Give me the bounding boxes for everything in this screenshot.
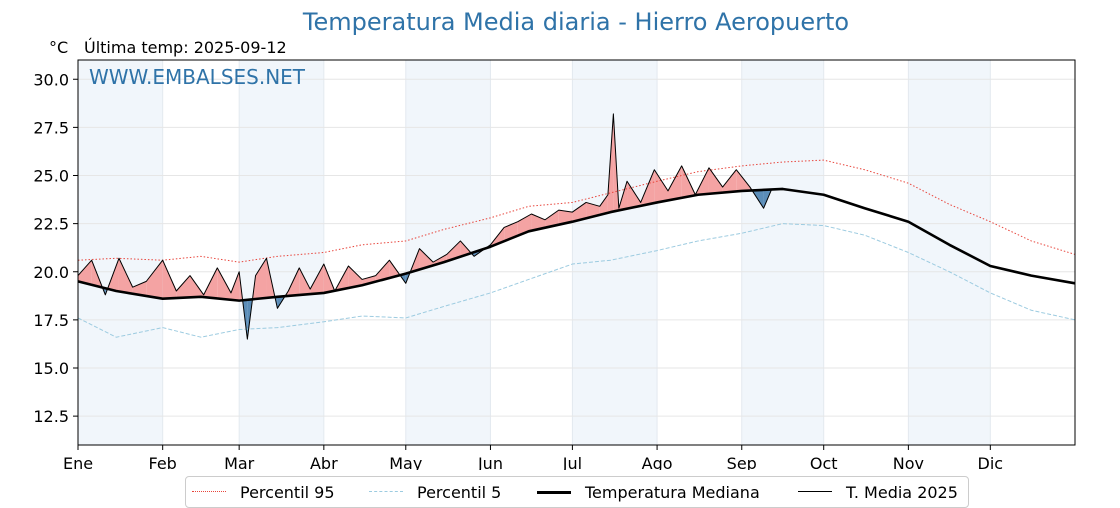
deviation-area	[668, 166, 682, 201]
x-tick-label: Ene	[63, 454, 93, 470]
legend-label-median: Temperatura Mediana	[585, 483, 760, 502]
x-tick-label: Ago	[642, 454, 673, 470]
legend-label-media2025: T. Media 2025	[846, 483, 958, 502]
month-band	[908, 60, 990, 445]
deviation-area	[709, 168, 723, 194]
x-tick-label: Nov	[893, 454, 924, 470]
y-tick-label: 17.5	[33, 311, 69, 330]
watermark-text: WWW.EMBALSES.NET	[89, 65, 306, 89]
x-tick-label: Mar	[224, 454, 255, 470]
x-tick-label: Abr	[310, 454, 338, 470]
month-band	[78, 60, 163, 445]
legend-swatch-median	[537, 491, 571, 494]
x-tick-label: Jul	[562, 454, 582, 470]
month-band	[239, 60, 324, 445]
x-tick-label: May	[389, 454, 422, 470]
legend: Percentil 95 Percentil 5 Temperatura Med…	[185, 476, 969, 508]
legend-swatch-p5	[369, 491, 403, 492]
y-axis: 12.5 15.0 17.5 20.0 22.5 25.0 27.5 30.0	[33, 70, 78, 426]
y-tick-label: 15.0	[33, 359, 69, 378]
y-tick-label: 27.5	[33, 118, 69, 137]
y-tick-label: 12.5	[33, 407, 69, 426]
y-tick-label: 20.0	[33, 263, 69, 282]
x-tick-label: Dic	[978, 454, 1004, 470]
y-tick-label: 25.0	[33, 167, 69, 186]
x-tick-label: Jun	[477, 454, 503, 470]
x-tick-label: Oct	[810, 454, 838, 470]
x-tick-label: Sep	[727, 454, 757, 470]
legend-swatch-p95	[192, 491, 226, 492]
month-bands	[78, 60, 990, 445]
deviation-area	[176, 276, 190, 298]
temperature-chart: 12.5 15.0 17.5 20.0 22.5 25.0 27.5 30.0 Ene Feb M…	[0, 0, 1120, 470]
deviation-area	[723, 170, 737, 193]
y-tick-label: 30.0	[33, 70, 69, 89]
x-axis: Ene Feb Mar Abr May Jun Jul Ago Sep Oct Nov Dic	[63, 445, 1003, 470]
legend-label-p5: Percentil 5	[417, 483, 501, 502]
month-band	[742, 60, 824, 445]
legend-label-p95: Percentil 95	[240, 483, 335, 502]
deviation-area	[654, 170, 668, 203]
x-tick-label: Feb	[149, 454, 177, 470]
legend-swatch-media2025	[798, 491, 832, 492]
month-band	[572, 60, 657, 445]
y-tick-label: 22.5	[33, 215, 69, 234]
